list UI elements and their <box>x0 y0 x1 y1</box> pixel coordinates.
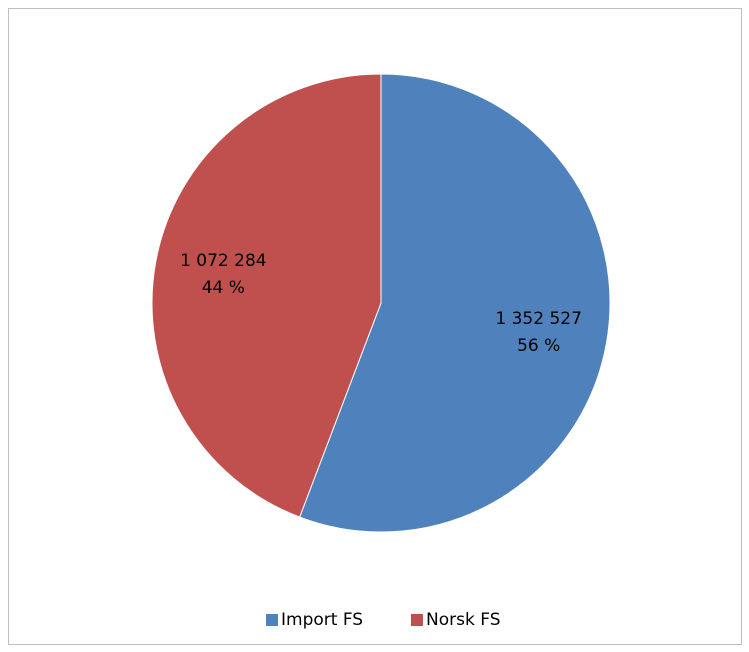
pie-slice <box>151 73 382 518</box>
data-label: 1 072 284 <box>180 251 267 271</box>
percent-label: 44 % <box>202 278 245 298</box>
pie-slice <box>299 73 611 533</box>
legend-label: Import FS <box>281 610 363 630</box>
legend-swatch <box>411 614 423 626</box>
data-label: 1 352 527 <box>495 309 582 329</box>
legend-swatch <box>266 614 278 626</box>
legend-label: Norsk FS <box>426 610 500 630</box>
percent-label: 56 % <box>517 336 560 356</box>
